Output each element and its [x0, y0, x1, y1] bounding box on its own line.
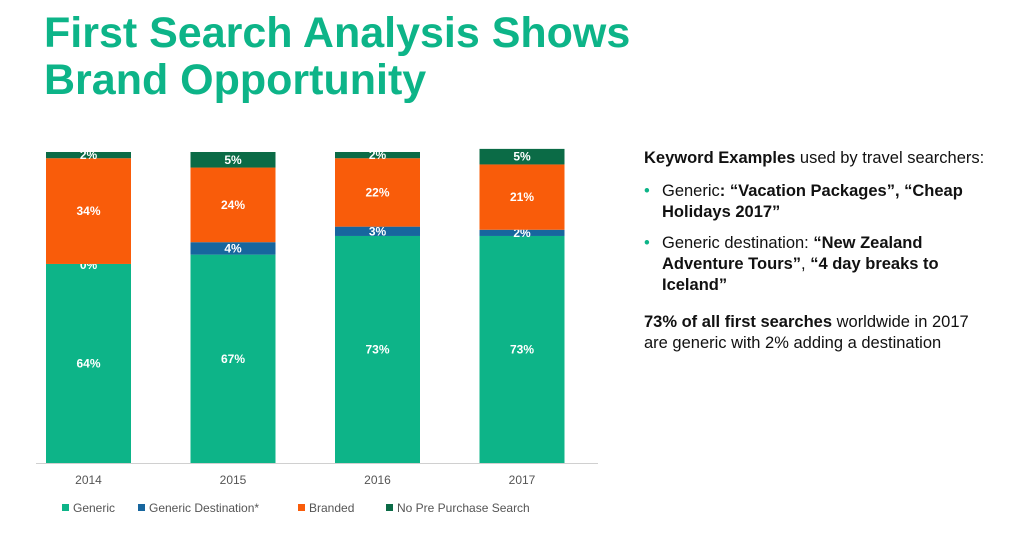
x-tick-label-2015: 2015	[220, 473, 247, 487]
legend-swatch-3	[298, 504, 305, 511]
data-label-2015-4: 5%	[224, 153, 242, 167]
x-tick-label-2016: 2016	[364, 473, 391, 487]
summary-note: 73% of all first searches worldwide in 2…	[644, 313, 969, 352]
data-label-2016-3: 22%	[365, 185, 389, 199]
bar-segment-2017-3	[479, 164, 565, 230]
bar-segment-2017-2	[479, 229, 565, 236]
bar-segment-2016-1	[335, 235, 420, 463]
bar-segment-2014-1	[46, 263, 131, 463]
bar-segment-2014-3	[46, 158, 131, 264]
keyword-examples-heading: Keyword Examples used by travel searcher…	[644, 149, 985, 167]
list-item-generic: • Generic: “Vacation Packages”, “Cheap Ho…	[644, 182, 963, 221]
bar-segment-2014-4	[46, 152, 131, 159]
bar-segment-2015-1	[190, 254, 276, 463]
page-title: First Search Analysis Shows Brand Opport…	[44, 10, 744, 104]
bar-segment-2016-2	[335, 226, 420, 236]
data-label-2017-1: 73%	[510, 342, 534, 356]
title-line-2: Brand Opportunity	[44, 56, 427, 104]
legend-label-3: Branded	[309, 501, 354, 515]
title-line-1: First Search Analysis Shows	[44, 9, 631, 57]
data-label-2014-1: 64%	[76, 356, 100, 370]
bar-segment-2016-4	[335, 152, 420, 159]
data-label-2016-4: 2%	[369, 148, 387, 162]
bar-segment-2015-4	[190, 152, 276, 168]
legend-swatch-1	[62, 504, 69, 511]
data-label-2016-1: 73%	[365, 342, 389, 356]
data-label-2016-2: 3%	[369, 224, 387, 238]
x-tick-label-2014: 2014	[75, 473, 102, 487]
data-label-2014-4: 2%	[80, 148, 98, 162]
x-tick-label-2017: 2017	[509, 473, 536, 487]
keyword-examples-list: • Generic: “Vacation Packages”, “Cheap Ho…	[644, 181, 994, 296]
data-label-2017-3: 21%	[510, 190, 534, 204]
data-label-2017-4: 5%	[513, 150, 531, 164]
data-label-2014-3: 34%	[76, 204, 100, 218]
keyword-examples-panel: Keyword Examples used by travel searcher…	[644, 148, 994, 354]
bar-segment-2017-1	[479, 235, 565, 463]
list-item-generic-destination: • Generic destination: “New Zealand Adven…	[644, 234, 939, 294]
legend-label-4: No Pre Purchase Search	[397, 501, 530, 515]
bar-segment-2016-3	[335, 158, 420, 227]
bullet-icon: •	[644, 234, 650, 252]
data-label-2015-1: 67%	[221, 352, 245, 366]
bar-segment-2015-3	[190, 167, 276, 243]
data-label-2015-2: 4%	[224, 241, 242, 255]
bar-segment-2017-4	[479, 148, 565, 165]
bar-segment-2015-2	[190, 242, 276, 255]
legend-label-1: Generic	[73, 501, 115, 515]
data-label-2015-3: 24%	[221, 198, 245, 212]
bullet-icon: •	[644, 182, 650, 200]
legend-label-2: Generic Destination*	[149, 501, 259, 515]
legend-swatch-4	[386, 504, 393, 511]
legend-swatch-2	[138, 504, 145, 511]
